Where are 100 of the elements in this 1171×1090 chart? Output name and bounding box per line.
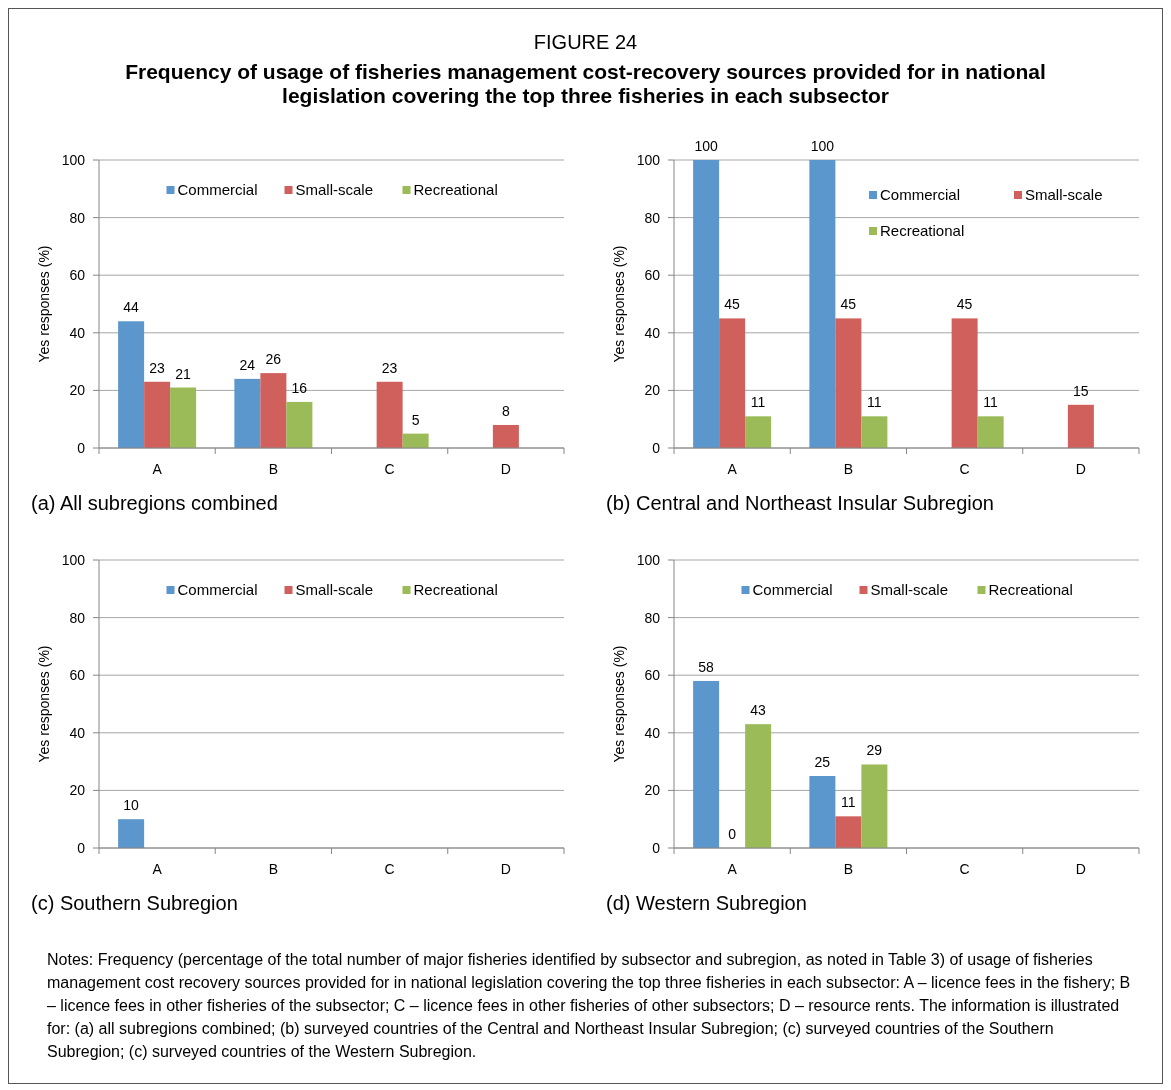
bar [809, 776, 836, 848]
y-tick-label: 20 [69, 782, 86, 799]
bar [492, 424, 519, 448]
bar [951, 318, 978, 448]
x-tick-label: B [843, 861, 854, 877]
y-axis-title: Yes responses (%) [611, 245, 627, 363]
y-axis-title: Yes responses (%) [36, 645, 52, 763]
data-label: 100 [810, 138, 835, 154]
y-tick-label: 20 [644, 382, 661, 399]
x-tick-label: D [500, 861, 511, 877]
bar [260, 373, 287, 448]
y-tick-label: 20 [69, 382, 86, 399]
y-tick-label: 0 [77, 439, 86, 456]
data-label: 43 [750, 702, 767, 719]
data-label: 45 [956, 296, 973, 313]
chart-subtitle: Frequency of usage of fisheries management cost-recovery sources provided for in national legislation covering the top three fisheries in each subsector [124, 60, 1047, 108]
bar [809, 160, 836, 448]
bar [719, 318, 746, 448]
bar [835, 816, 862, 848]
y-tick-label: 100 [636, 151, 661, 168]
data-label: 26 [265, 351, 282, 368]
bar [170, 387, 197, 448]
y-tick-label: 100 [61, 551, 86, 568]
legend-label: Commercial [880, 186, 961, 203]
data-label: 24 [239, 356, 256, 373]
y-tick-label: 100 [61, 151, 86, 168]
y-tick-label: 80 [69, 609, 86, 626]
x-tick-label: C [959, 461, 970, 477]
y-tick-label: 60 [644, 667, 661, 684]
x-axis-title: (d) Western Subregion [606, 892, 807, 914]
data-label: 58 [698, 658, 715, 675]
legend-label: Recreational [413, 581, 498, 598]
legend-label: Small-scale [295, 581, 374, 598]
x-tick-label: D [1075, 861, 1086, 877]
legend-label: Small-scale [870, 581, 949, 598]
y-tick-label: 60 [69, 667, 86, 684]
bar [977, 416, 1004, 448]
legend-label: Recreational [413, 181, 498, 198]
y-tick-label: 80 [69, 209, 86, 226]
bar [286, 401, 313, 448]
data-label: 45 [840, 296, 857, 313]
data-label: 23 [149, 359, 166, 376]
data-label: 15 [1073, 382, 1089, 399]
x-tick-label: A [727, 461, 738, 477]
bar [1067, 404, 1094, 448]
y-tick-label: 0 [652, 439, 661, 456]
bar [118, 321, 145, 448]
y-tick-label: 80 [644, 209, 661, 226]
bar [234, 378, 261, 448]
y-tick-label: 0 [652, 839, 661, 856]
bar [745, 416, 772, 448]
data-label: 11 [841, 794, 856, 811]
y-tick-label: 100 [636, 551, 661, 568]
legend-label: Commercial [177, 181, 258, 198]
y-tick-label: 80 [644, 609, 661, 626]
bar [693, 160, 720, 448]
y-tick-label: 0 [77, 839, 86, 856]
y-tick-label: 40 [644, 324, 661, 341]
y-axis-title: Yes responses (%) [611, 645, 627, 763]
bar [402, 433, 429, 448]
x-tick-label: C [384, 461, 395, 477]
data-label: 10 [123, 797, 140, 814]
y-tick-label: 20 [644, 782, 661, 799]
x-tick-label: C [384, 861, 395, 877]
x-axis-title: (c) Southern Subregion [31, 892, 238, 914]
legend-label: Recreational [880, 222, 965, 239]
y-tick-label: 40 [644, 724, 661, 741]
bar [745, 724, 772, 848]
legend-label: Recreational [988, 581, 1073, 598]
data-label: 11 [750, 394, 766, 411]
y-tick-label: 60 [644, 267, 661, 284]
data-label: 21 [175, 365, 192, 382]
y-axis-title: Yes responses (%) [36, 245, 52, 363]
x-tick-label: A [152, 861, 163, 877]
bar [693, 680, 720, 848]
bar [861, 764, 888, 848]
bar [861, 416, 888, 448]
bar [376, 381, 403, 448]
x-tick-label: C [959, 861, 970, 877]
x-tick-label: B [268, 461, 279, 477]
data-label: 8 [501, 402, 510, 419]
data-label: 16 [291, 379, 308, 396]
data-label: 25 [814, 754, 831, 770]
x-axis-title: (a) All subregions combined [31, 492, 278, 514]
y-tick-label: 40 [69, 324, 86, 341]
data-label: 23 [381, 359, 398, 376]
chart-title: FIGURE 24 [532, 31, 639, 54]
data-label: 11 [983, 394, 999, 411]
legend-label: Small-scale [1025, 186, 1103, 203]
data-label: 11 [867, 394, 882, 411]
x-tick-label: B [268, 861, 279, 877]
bar [835, 318, 862, 448]
legend-label: Commercial [752, 581, 833, 598]
data-label: 5 [411, 411, 420, 428]
data-label: 100 [694, 138, 719, 154]
x-tick-label: D [500, 461, 511, 477]
x-tick-label: A [152, 461, 163, 477]
data-label: 29 [866, 742, 883, 759]
legend-label: Commercial [177, 581, 258, 598]
legend-label: Small-scale [295, 181, 374, 198]
